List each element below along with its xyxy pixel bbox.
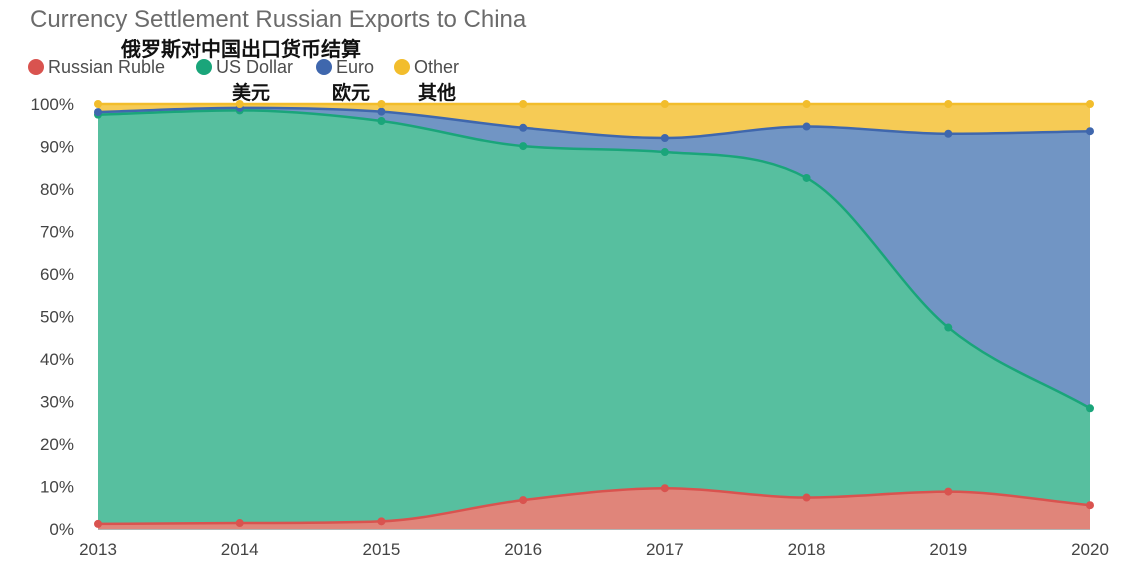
legend-item-other[interactable]: Other (394, 56, 459, 78)
point-other[interactable] (660, 100, 669, 108)
point-russian-ruble[interactable] (377, 517, 386, 526)
point-euro[interactable] (94, 108, 102, 117)
point-us-dollar[interactable] (944, 323, 953, 332)
legend-cn-us-dollar: 美元 (232, 82, 271, 104)
point-other[interactable] (235, 100, 244, 108)
point-russian-ruble[interactable] (802, 493, 811, 502)
x-tick-label: 2016 (504, 540, 542, 559)
point-us-dollar[interactable] (802, 173, 811, 182)
point-us-dollar[interactable] (660, 148, 669, 157)
point-euro[interactable] (802, 122, 811, 131)
y-tick-label: 30% (40, 393, 74, 412)
legend-item-euro[interactable]: Euro (316, 56, 374, 78)
y-tick-label: 40% (40, 350, 74, 369)
series-lines (97, 102, 1091, 526)
chart-title: Currency Settlement Russian Exports to C… (30, 6, 527, 33)
legend-label-other: Other (414, 56, 460, 77)
legend-cn-other: 其他 (418, 82, 457, 104)
y-tick-label: 0% (49, 520, 74, 539)
legend-label-euro: Euro (336, 56, 375, 77)
point-russian-ruble[interactable] (1086, 501, 1094, 510)
line-russian-ruble (97, 486, 1091, 526)
y-tick-label: 100% (31, 95, 74, 114)
point-other[interactable] (519, 100, 528, 108)
point-other[interactable] (1086, 100, 1094, 108)
y-tick-label: 70% (40, 223, 74, 242)
legend-label-us-dollar: US Dollar (216, 56, 294, 77)
point-other[interactable] (377, 100, 386, 108)
point-us-dollar[interactable] (377, 117, 386, 125)
y-tick-label: 10% (40, 478, 74, 497)
point-russian-ruble[interactable] (660, 484, 669, 493)
legend-label-russian-ruble: Russian Ruble (48, 56, 166, 77)
point-us-dollar[interactable] (519, 142, 528, 151)
legend-swatch-euro (316, 59, 332, 75)
point-russian-ruble[interactable] (944, 487, 953, 496)
point-us-dollar[interactable] (1086, 404, 1094, 413)
point-russian-ruble[interactable] (94, 519, 102, 528)
series-points (94, 100, 1094, 528)
area-us-dollar (98, 110, 1090, 524)
series-areas (98, 104, 1090, 529)
area-russian-ruble (98, 488, 1090, 529)
legend-item-us-dollar[interactable]: US Dollar (196, 56, 293, 78)
point-other[interactable] (944, 100, 953, 108)
point-euro[interactable] (1086, 127, 1094, 136)
legend-swatch-other (394, 59, 410, 75)
x-tick-label: 2019 (929, 540, 967, 559)
point-euro[interactable] (377, 107, 386, 116)
line-euro (97, 106, 1091, 140)
legend-swatch-russian-ruble (28, 59, 44, 75)
point-euro[interactable] (519, 123, 528, 132)
point-other[interactable] (94, 100, 102, 108)
point-euro[interactable] (944, 129, 953, 138)
x-tick-label: 2020 (1071, 540, 1109, 559)
point-other[interactable] (802, 100, 811, 108)
point-russian-ruble[interactable] (519, 496, 528, 505)
y-axis: 0% 10% 20% 30% 40% 50% 60% 70% 80% 90% 100% (31, 95, 74, 539)
legend-swatch-us-dollar (196, 59, 212, 75)
x-tick-label: 2017 (646, 540, 684, 559)
x-axis: 2013 2014 2015 2016 2017 2018 2019 2020 (79, 540, 1109, 559)
area-euro (98, 107, 1090, 409)
legend-item-russian-ruble[interactable]: Russian Ruble (28, 56, 165, 78)
area-other (98, 104, 1090, 138)
x-tick-label: 2015 (363, 540, 401, 559)
point-euro[interactable] (660, 134, 669, 142)
line-us-dollar (97, 109, 1091, 410)
chart-subtitle-cn: 俄罗斯对中国出口货币结算 (121, 37, 361, 61)
y-tick-label: 60% (40, 265, 74, 284)
y-tick-label: 90% (40, 138, 74, 157)
y-tick-label: 50% (40, 308, 74, 327)
y-tick-label: 80% (40, 180, 74, 199)
x-tick-label: 2013 (79, 540, 117, 559)
x-tick-label: 2018 (788, 540, 826, 559)
point-russian-ruble[interactable] (235, 519, 244, 528)
legend-cn-euro: 欧元 (332, 82, 371, 104)
y-tick-label: 20% (40, 435, 74, 454)
x-tick-label: 2014 (221, 540, 259, 559)
